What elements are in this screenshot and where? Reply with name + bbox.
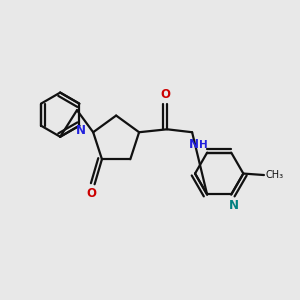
Text: CH₃: CH₃ <box>266 170 284 180</box>
Text: N: N <box>229 199 239 212</box>
Text: O: O <box>160 88 171 101</box>
Text: N: N <box>189 137 199 151</box>
Text: O: O <box>87 187 97 200</box>
Text: N: N <box>76 124 86 137</box>
Text: H: H <box>199 140 207 150</box>
